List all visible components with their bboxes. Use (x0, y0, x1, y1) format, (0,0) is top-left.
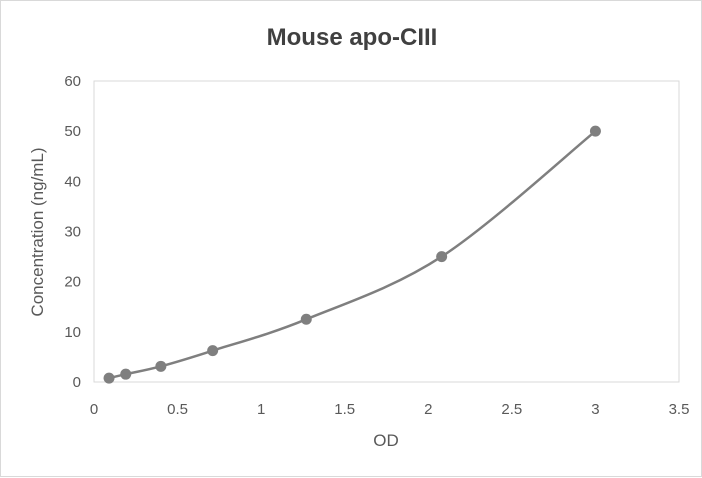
y-tick-label: 40 (64, 173, 81, 190)
y-tick-label: 0 (73, 374, 81, 391)
data-point (436, 251, 448, 263)
data-point (155, 360, 167, 372)
y-tick-label: 30 (64, 224, 81, 241)
x-tick-label: 0.5 (167, 401, 188, 418)
x-tick-label: 1.5 (334, 401, 355, 418)
x-tick-label: 3.5 (669, 401, 690, 418)
x-axis-label: OD (373, 431, 399, 450)
chart-title: Mouse apo-CIII (267, 24, 438, 51)
data-point (120, 368, 132, 380)
y-tick-label: 50 (64, 123, 81, 140)
data-point (207, 345, 219, 357)
data-point (589, 125, 601, 137)
series-line (108, 130, 597, 380)
x-tick-label: 2 (424, 401, 432, 418)
x-tick-label: 2.5 (501, 401, 522, 418)
y-tick-label: 20 (64, 274, 81, 291)
data-point (103, 372, 115, 384)
x-tick-label: 3 (591, 401, 599, 418)
y-tick-label: 60 (64, 73, 81, 90)
data-point (300, 313, 312, 325)
x-tick-label: 0 (90, 401, 98, 418)
plot-area (93, 80, 680, 383)
y-axis-label: Concentration (ng/mL) (28, 147, 47, 316)
x-tick-label: 1 (257, 401, 265, 418)
y-tick-label: 10 (64, 324, 81, 341)
